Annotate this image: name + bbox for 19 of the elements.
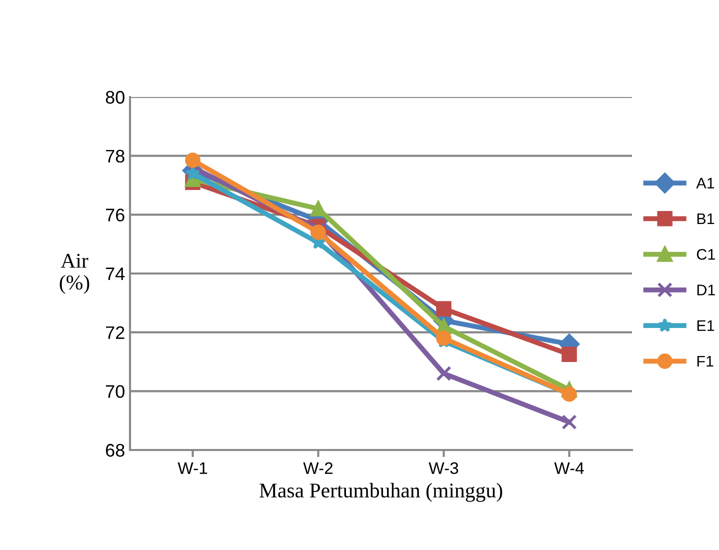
y-tick-label: 76 (106, 208, 124, 222)
legend-label: D1 (697, 284, 715, 296)
y-tick-label: 68 (106, 444, 124, 457)
x-tick-label: W-1 (178, 462, 208, 474)
y-tick-label: 74 (106, 268, 125, 280)
y-tick-label: 78 (106, 150, 124, 163)
y-tick-label: 80 (106, 90, 124, 104)
x-tick-label: W-3 (428, 462, 458, 474)
legend-label: C1 (696, 248, 715, 260)
legend-label: E1 (697, 320, 714, 331)
legend-label: F1 (697, 356, 714, 367)
x-tick-label: W-4 (554, 462, 584, 474)
y-axis-title: Air (%) (60, 254, 90, 294)
x-tick-label: W-2 (303, 462, 333, 474)
y-tick-label: 70 (106, 385, 124, 398)
y-tick-label: 72 (106, 326, 124, 339)
x-axis-title: Masa Pertumbuhan (minggu) (260, 482, 502, 502)
legend-label: A1 (696, 178, 714, 188)
legend-label: B1 (697, 213, 714, 224)
